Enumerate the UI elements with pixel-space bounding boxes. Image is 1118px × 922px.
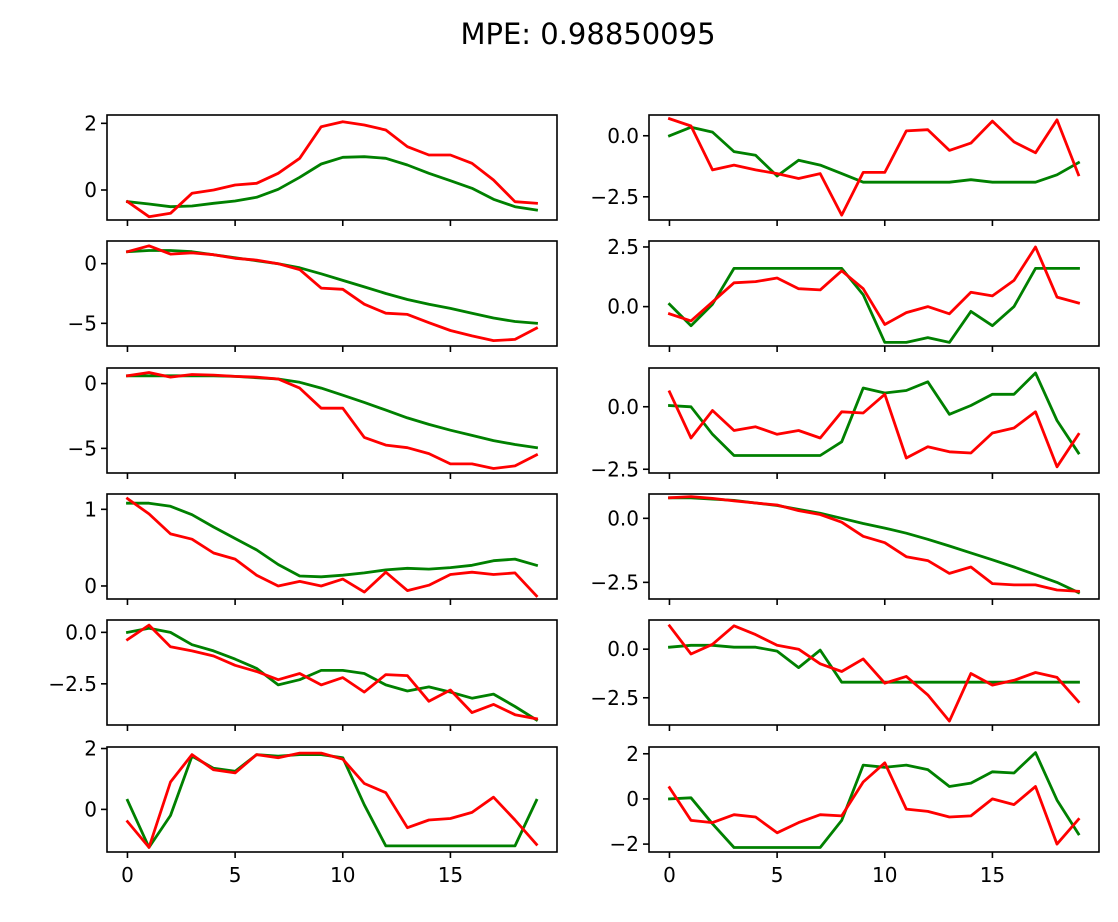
series-line-green [667,125,1081,184]
y-tick-label: 0 [84,252,97,276]
series-line-green [667,266,1080,344]
subplot-r1-c1: 2.5 0.0 [607,235,1100,352]
y-tick-label: 0.0 [607,395,639,419]
series-line-green [126,501,539,579]
y-tick-label: 2 [84,111,97,135]
y-tick-label: −2.5 [590,570,639,594]
series-line-red [667,116,1081,217]
y-tick-label: −2.5 [590,686,639,710]
axes-frame [106,367,558,474]
y-tick-label: 0.0 [65,620,97,644]
series-line-red [125,371,539,470]
axes-frame [648,619,1100,726]
y-tick-label: −5 [68,436,97,460]
y-tick-label: 1 [84,497,97,521]
axes-frame [106,240,558,347]
axes-frame [106,493,558,600]
x-tick-label: 15 [980,863,1005,887]
subplot-r5-c0: 2 0 0 5 10 15 [84,737,558,887]
axes-frame [648,240,1100,347]
subplot-grid: 200.0−2.50−52.50.00−50.0−2.5100.0−2.50.0… [48,111,1100,887]
y-tick-label: 0.0 [607,506,639,530]
x-tick-label: 0 [121,863,134,887]
y-tick-label: 2 [626,742,639,766]
y-tick-label: 0 [84,372,97,396]
series-line-red [667,389,1081,469]
subplot-r2-c0: 0 −5 [68,367,558,479]
axes-frame [106,114,558,221]
series-line-red [125,623,539,721]
y-tick-label: 2.5 [607,235,639,259]
axes-frame [106,746,558,853]
y-tick-label: −2.5 [590,457,639,481]
series-line-red [125,120,539,219]
y-tick-label: 0 [84,797,97,821]
y-tick-label: −2.5 [590,185,639,209]
series-line-red [667,623,1081,723]
y-tick-label: 0.0 [607,124,639,148]
x-tick-label: 0 [663,863,676,887]
series-line-green [668,371,1081,457]
subplot-r2-c1: 0.0 −2.5 [590,367,1100,481]
subplot-r4-c0: 0.0 −2.5 [48,619,558,731]
y-tick-label: −2 [610,832,639,856]
subplot-r5-c1: 2 0 −2 0 5 10 15 [610,742,1100,887]
x-tick-label: 5 [771,863,784,887]
series-line-red [125,496,539,598]
series-line-red [125,751,539,849]
figure-title: MPE: 0.98850095 [460,17,715,51]
axes-frame [648,367,1100,474]
axes-frame [106,619,558,726]
y-tick-label: 0 [84,574,97,598]
subplot-r0-c0: 20 [84,111,558,226]
series-line-red [667,761,1081,846]
x-tick-label: 5 [229,863,242,887]
y-tick-label: −5 [68,311,97,335]
series-line-red [667,245,1081,326]
subplot-r0-c1: 0.0 −2.5 [590,114,1100,226]
axes-frame [648,114,1100,221]
y-tick-label: 0.0 [607,637,639,661]
series-line-red [668,495,1080,593]
subplot-r4-c1: 0.0 −2.5 [590,619,1100,731]
y-tick-label: 0.0 [607,295,639,319]
y-tick-label: 0 [84,178,97,202]
series-line-green [125,155,539,212]
y-tick-label: 2 [84,737,97,761]
x-tick-label: 10 [872,863,897,887]
axes-frame [648,493,1100,600]
subplot-r3-c0: 10 [84,493,558,605]
x-tick-label: 15 [438,863,463,887]
series-line-green [125,626,539,722]
subplot-r1-c0: 0 −5 [68,240,558,352]
y-tick-label: −2.5 [48,672,97,696]
series-line-red [125,244,539,343]
subplot-r3-c1: 0.0 −2.5 [590,493,1100,605]
y-tick-label: 0 [626,787,639,811]
series-line-green [668,751,1081,849]
x-tick-label: 10 [330,863,355,887]
